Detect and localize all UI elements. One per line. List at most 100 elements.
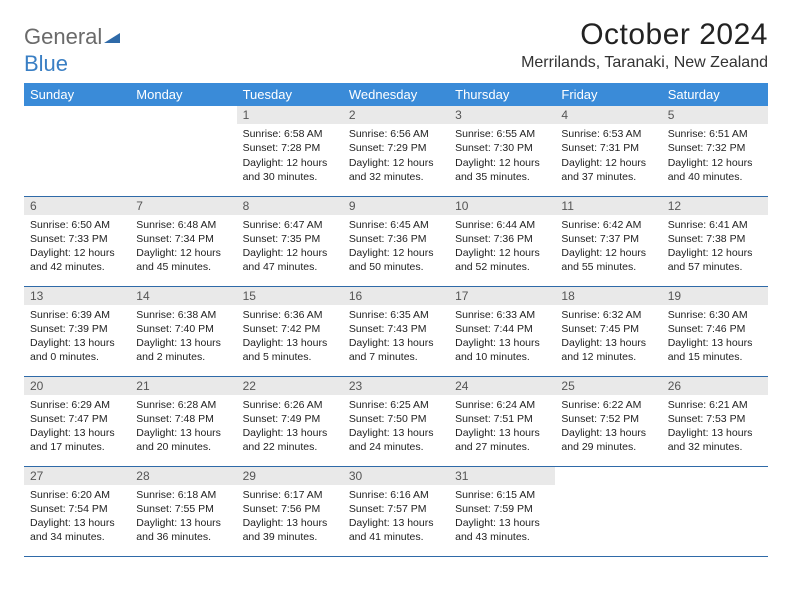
calendar-day-cell (130, 106, 236, 196)
day-details: Sunrise: 6:30 AMSunset: 7:46 PMDaylight:… (662, 305, 768, 369)
calendar-day-cell: 19Sunrise: 6:30 AMSunset: 7:46 PMDayligh… (662, 286, 768, 376)
day-number: 12 (662, 197, 768, 215)
daylight-line: Daylight: 13 hours and 7 minutes. (349, 336, 443, 364)
day-details: Sunrise: 6:26 AMSunset: 7:49 PMDaylight:… (237, 395, 343, 459)
calendar-day-cell: 24Sunrise: 6:24 AMSunset: 7:51 PMDayligh… (449, 376, 555, 466)
daylight-line: Daylight: 13 hours and 41 minutes. (349, 516, 443, 544)
daylight-line: Daylight: 12 hours and 52 minutes. (455, 246, 549, 274)
sunset-line: Sunset: 7:36 PM (349, 232, 443, 246)
day-details: Sunrise: 6:18 AMSunset: 7:55 PMDaylight:… (130, 485, 236, 549)
day-header: Tuesday (237, 83, 343, 106)
day-number: 14 (130, 287, 236, 305)
calendar-day-cell: 2Sunrise: 6:56 AMSunset: 7:29 PMDaylight… (343, 106, 449, 196)
day-details: Sunrise: 6:16 AMSunset: 7:57 PMDaylight:… (343, 485, 449, 549)
calendar-day-cell: 25Sunrise: 6:22 AMSunset: 7:52 PMDayligh… (555, 376, 661, 466)
day-details: Sunrise: 6:17 AMSunset: 7:56 PMDaylight:… (237, 485, 343, 549)
calendar-day-cell: 3Sunrise: 6:55 AMSunset: 7:30 PMDaylight… (449, 106, 555, 196)
sunset-line: Sunset: 7:47 PM (30, 412, 124, 426)
day-header: Saturday (662, 83, 768, 106)
sunset-line: Sunset: 7:52 PM (561, 412, 655, 426)
sunset-line: Sunset: 7:50 PM (349, 412, 443, 426)
daylight-line: Daylight: 13 hours and 20 minutes. (136, 426, 230, 454)
calendar-day-cell: 26Sunrise: 6:21 AMSunset: 7:53 PMDayligh… (662, 376, 768, 466)
daylight-line: Daylight: 12 hours and 45 minutes. (136, 246, 230, 274)
sunset-line: Sunset: 7:53 PM (668, 412, 762, 426)
calendar-week-row: 13Sunrise: 6:39 AMSunset: 7:39 PMDayligh… (24, 286, 768, 376)
sunset-line: Sunset: 7:33 PM (30, 232, 124, 246)
daylight-line: Daylight: 12 hours and 37 minutes. (561, 156, 655, 184)
sunset-line: Sunset: 7:38 PM (668, 232, 762, 246)
day-number: 18 (555, 287, 661, 305)
day-number: 26 (662, 377, 768, 395)
day-details: Sunrise: 6:38 AMSunset: 7:40 PMDaylight:… (130, 305, 236, 369)
calendar-day-cell: 21Sunrise: 6:28 AMSunset: 7:48 PMDayligh… (130, 376, 236, 466)
day-header: Friday (555, 83, 661, 106)
day-details: Sunrise: 6:21 AMSunset: 7:53 PMDaylight:… (662, 395, 768, 459)
calendar-day-cell: 22Sunrise: 6:26 AMSunset: 7:49 PMDayligh… (237, 376, 343, 466)
calendar-day-cell: 17Sunrise: 6:33 AMSunset: 7:44 PMDayligh… (449, 286, 555, 376)
title-block: October 2024 Merrilands, Taranaki, New Z… (521, 18, 768, 72)
sunset-line: Sunset: 7:28 PM (243, 141, 337, 155)
day-number: 31 (449, 467, 555, 485)
calendar-day-cell: 15Sunrise: 6:36 AMSunset: 7:42 PMDayligh… (237, 286, 343, 376)
daylight-line: Daylight: 13 hours and 32 minutes. (668, 426, 762, 454)
calendar-day-cell: 23Sunrise: 6:25 AMSunset: 7:50 PMDayligh… (343, 376, 449, 466)
daylight-line: Daylight: 13 hours and 22 minutes. (243, 426, 337, 454)
day-number: 20 (24, 377, 130, 395)
day-details: Sunrise: 6:29 AMSunset: 7:47 PMDaylight:… (24, 395, 130, 459)
calendar-day-cell: 16Sunrise: 6:35 AMSunset: 7:43 PMDayligh… (343, 286, 449, 376)
day-number: 22 (237, 377, 343, 395)
daylight-line: Daylight: 13 hours and 27 minutes. (455, 426, 549, 454)
day-number: 5 (662, 106, 768, 124)
calendar-day-cell: 13Sunrise: 6:39 AMSunset: 7:39 PMDayligh… (24, 286, 130, 376)
sunrise-line: Sunrise: 6:38 AM (136, 308, 230, 322)
daylight-line: Daylight: 13 hours and 17 minutes. (30, 426, 124, 454)
daylight-line: Daylight: 12 hours and 35 minutes. (455, 156, 549, 184)
day-details: Sunrise: 6:15 AMSunset: 7:59 PMDaylight:… (449, 485, 555, 549)
day-number: 8 (237, 197, 343, 215)
daylight-line: Daylight: 12 hours and 57 minutes. (668, 246, 762, 274)
calendar-day-cell: 29Sunrise: 6:17 AMSunset: 7:56 PMDayligh… (237, 466, 343, 556)
daylight-line: Daylight: 13 hours and 15 minutes. (668, 336, 762, 364)
daylight-line: Daylight: 13 hours and 10 minutes. (455, 336, 549, 364)
day-number: 7 (130, 197, 236, 215)
sunrise-line: Sunrise: 6:55 AM (455, 127, 549, 141)
sunrise-line: Sunrise: 6:16 AM (349, 488, 443, 502)
sunrise-line: Sunrise: 6:45 AM (349, 218, 443, 232)
daylight-line: Daylight: 13 hours and 0 minutes. (30, 336, 124, 364)
sunset-line: Sunset: 7:35 PM (243, 232, 337, 246)
sunrise-line: Sunrise: 6:51 AM (668, 127, 762, 141)
sunset-line: Sunset: 7:30 PM (455, 141, 549, 155)
calendar-day-cell: 9Sunrise: 6:45 AMSunset: 7:36 PMDaylight… (343, 196, 449, 286)
calendar-day-cell: 8Sunrise: 6:47 AMSunset: 7:35 PMDaylight… (237, 196, 343, 286)
calendar-day-cell: 5Sunrise: 6:51 AMSunset: 7:32 PMDaylight… (662, 106, 768, 196)
day-number: 27 (24, 467, 130, 485)
day-details: Sunrise: 6:41 AMSunset: 7:38 PMDaylight:… (662, 215, 768, 279)
day-details: Sunrise: 6:42 AMSunset: 7:37 PMDaylight:… (555, 215, 661, 279)
day-details: Sunrise: 6:47 AMSunset: 7:35 PMDaylight:… (237, 215, 343, 279)
sunset-line: Sunset: 7:51 PM (455, 412, 549, 426)
calendar-week-row: 20Sunrise: 6:29 AMSunset: 7:47 PMDayligh… (24, 376, 768, 466)
day-number: 17 (449, 287, 555, 305)
daylight-line: Daylight: 12 hours and 32 minutes. (349, 156, 443, 184)
sunrise-line: Sunrise: 6:28 AM (136, 398, 230, 412)
day-header: Sunday (24, 83, 130, 106)
calendar-day-cell: 12Sunrise: 6:41 AMSunset: 7:38 PMDayligh… (662, 196, 768, 286)
sunrise-line: Sunrise: 6:39 AM (30, 308, 124, 322)
day-number: 9 (343, 197, 449, 215)
sunset-line: Sunset: 7:36 PM (455, 232, 549, 246)
day-details: Sunrise: 6:36 AMSunset: 7:42 PMDaylight:… (237, 305, 343, 369)
day-details: Sunrise: 6:45 AMSunset: 7:36 PMDaylight:… (343, 215, 449, 279)
day-number: 24 (449, 377, 555, 395)
sunrise-line: Sunrise: 6:35 AM (349, 308, 443, 322)
sunset-line: Sunset: 7:31 PM (561, 141, 655, 155)
sunrise-line: Sunrise: 6:25 AM (349, 398, 443, 412)
day-details: Sunrise: 6:39 AMSunset: 7:39 PMDaylight:… (24, 305, 130, 369)
page-title: October 2024 (521, 18, 768, 52)
calendar-day-cell (555, 466, 661, 556)
daylight-line: Daylight: 13 hours and 43 minutes. (455, 516, 549, 544)
logo: General Blue (24, 18, 122, 77)
calendar-day-cell (24, 106, 130, 196)
day-details: Sunrise: 6:58 AMSunset: 7:28 PMDaylight:… (237, 124, 343, 188)
day-number: 25 (555, 377, 661, 395)
